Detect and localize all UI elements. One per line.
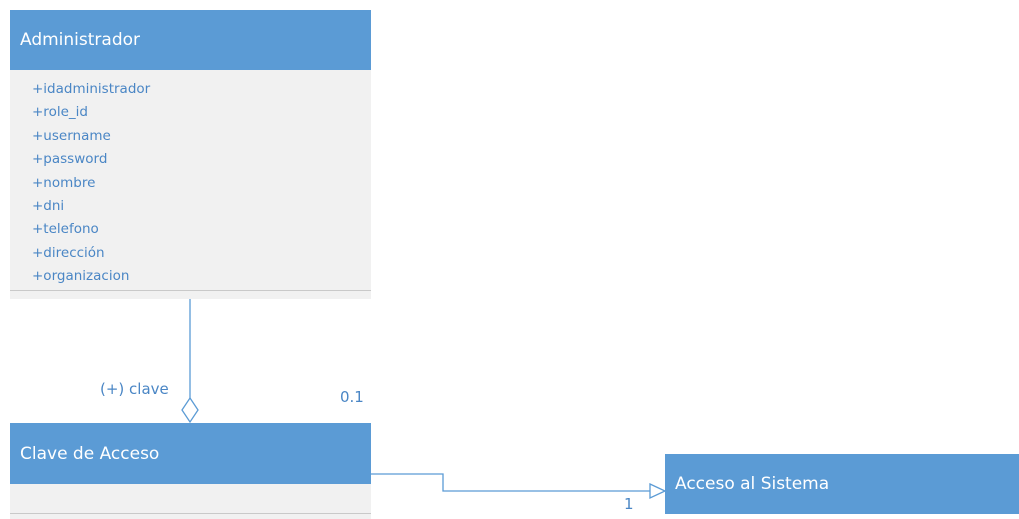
attribute-item: +telefono bbox=[32, 221, 99, 238]
class-header: Administrador bbox=[10, 10, 371, 70]
class-administrador[interactable]: Administrador +idadministrador +role_id … bbox=[10, 10, 371, 299]
attribute-item: +username bbox=[32, 127, 111, 144]
class-acceso-al-sistema[interactable]: Acceso al Sistema bbox=[665, 454, 1019, 514]
class-name: Clave de Acceso bbox=[20, 443, 160, 464]
attribute-item: +dni bbox=[32, 198, 65, 215]
attribute-item: +idadministrador bbox=[32, 81, 151, 97]
attribute-list: +idadministrador +role_id +username +pas… bbox=[10, 70, 371, 299]
attribute-item: +dirección bbox=[32, 244, 105, 261]
aggregation-diamond-icon bbox=[181, 396, 199, 424]
class-clave-de-acceso[interactable]: Clave de Acceso bbox=[10, 423, 371, 519]
compartment-divider bbox=[10, 290, 371, 291]
attribute-list bbox=[10, 484, 371, 519]
generalization-line bbox=[371, 473, 650, 492]
generalization-multiplicity-label: 1 bbox=[624, 495, 634, 513]
class-name: Acceso al Sistema bbox=[675, 474, 830, 494]
compartment-divider bbox=[10, 513, 371, 514]
aggregation-role-label: (+) clave bbox=[100, 380, 169, 398]
attribute-item: +nombre bbox=[32, 174, 96, 191]
attribute-item: +organizacion bbox=[32, 268, 130, 285]
attribute-item: +role_id bbox=[32, 104, 88, 121]
attribute-item: +password bbox=[32, 151, 108, 168]
class-header: Acceso al Sistema bbox=[665, 454, 1019, 514]
generalization-arrow-icon bbox=[649, 482, 667, 500]
class-header: Clave de Acceso bbox=[10, 423, 371, 484]
aggregation-multiplicity-label: 0.1 bbox=[340, 388, 364, 406]
class-name: Administrador bbox=[20, 30, 141, 50]
